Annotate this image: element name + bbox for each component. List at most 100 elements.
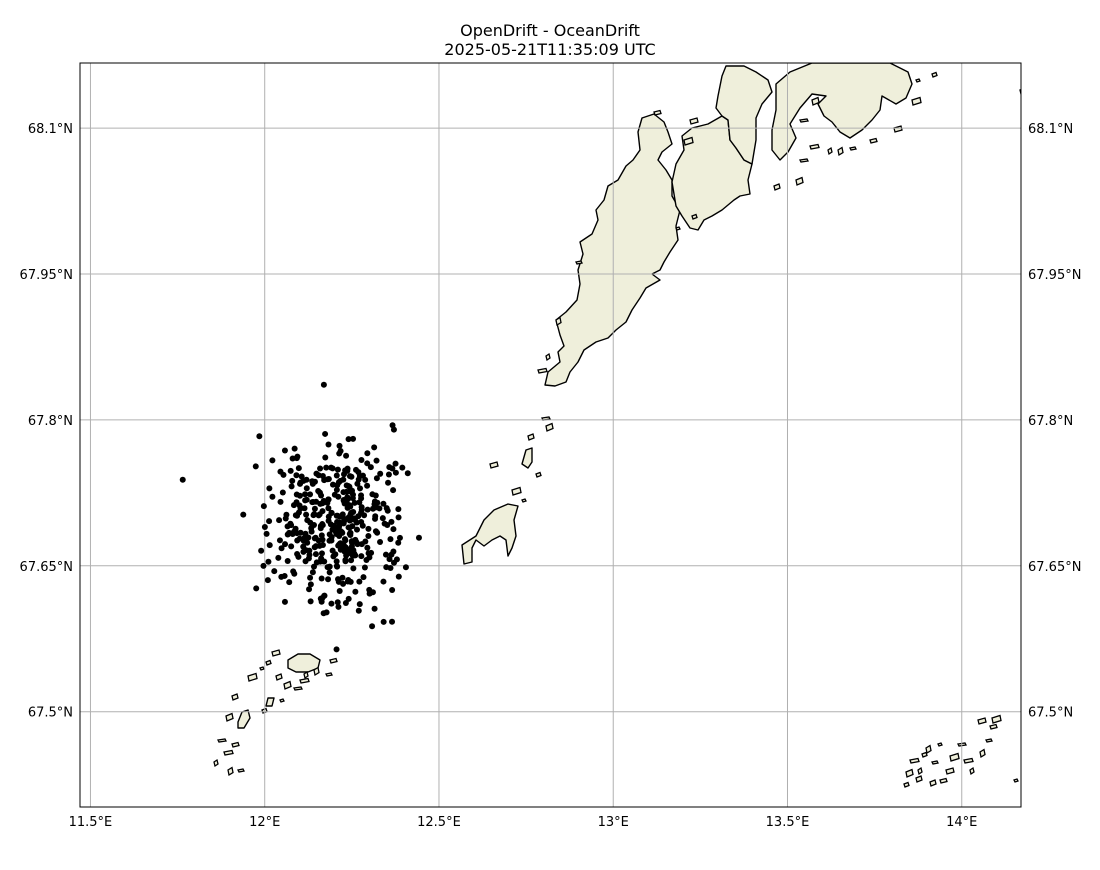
islet: [231, 741, 240, 748]
islet: [511, 486, 522, 496]
particle: [352, 466, 359, 473]
islet: [909, 757, 920, 764]
islet: [915, 78, 921, 83]
particle: [282, 515, 289, 522]
particle: [288, 543, 295, 550]
particle: [325, 496, 332, 503]
particle: [313, 470, 320, 477]
particle: [294, 453, 301, 460]
particle: [334, 563, 341, 570]
islet: [279, 698, 285, 703]
particle: [350, 435, 357, 442]
map-title: OpenDrift - OceanDrift: [460, 21, 640, 40]
land-layer: [237, 63, 913, 729]
islet: [921, 751, 928, 758]
particle: [326, 531, 333, 538]
particle: [356, 601, 363, 608]
particle: [275, 554, 282, 561]
particle: [295, 509, 302, 516]
particle: [335, 603, 342, 610]
lon-tick-label: 14°E: [946, 815, 977, 830]
particle: [395, 506, 402, 513]
particle: [365, 550, 372, 557]
particle: [309, 480, 316, 487]
particle: [308, 525, 315, 532]
particle: [284, 558, 291, 565]
islet: [689, 117, 699, 125]
islet: [979, 748, 986, 759]
particle: [309, 569, 316, 576]
islet: [537, 367, 548, 374]
islet: [799, 118, 809, 123]
particle: [351, 499, 358, 506]
islet: [893, 125, 903, 133]
particle: [307, 491, 314, 498]
particle: [343, 495, 350, 502]
particle: [377, 470, 384, 477]
particle: [386, 464, 393, 471]
particle: [385, 471, 392, 478]
particle: [344, 504, 351, 511]
particle: [286, 579, 293, 586]
lat-tick-label-left: 68.1°N: [28, 122, 73, 137]
particle: [321, 592, 328, 599]
particle: [315, 537, 322, 544]
particle: [266, 518, 273, 525]
particle: [372, 513, 379, 520]
islet: [575, 260, 583, 265]
particle: [340, 476, 347, 483]
particle: [297, 480, 304, 487]
particle: [266, 542, 273, 549]
particle: [371, 605, 378, 612]
particle: [307, 598, 314, 605]
particle: [335, 493, 342, 500]
islet: [293, 686, 303, 691]
particle: [319, 541, 326, 548]
particle: [381, 520, 388, 527]
particle: [290, 568, 297, 575]
islet: [795, 176, 804, 186]
particle: [348, 543, 355, 550]
particle: [296, 492, 303, 499]
islet: [773, 183, 781, 191]
particle: [293, 472, 300, 479]
particle: [277, 498, 284, 505]
particle: [265, 558, 272, 565]
particle: [348, 509, 355, 516]
islet: [225, 712, 234, 722]
particle: [311, 505, 318, 512]
particle: [269, 493, 276, 500]
particle: [318, 575, 325, 582]
particle: [317, 465, 324, 472]
islet: [247, 672, 258, 682]
islet: [985, 738, 993, 743]
particle: [260, 503, 267, 510]
particle: [336, 542, 343, 549]
islet: [849, 146, 857, 151]
particle: [276, 537, 283, 544]
particle: [365, 533, 372, 540]
particle: [278, 573, 285, 580]
particle: [358, 504, 365, 511]
particle: [306, 586, 313, 593]
particle: [334, 482, 341, 489]
particle: [287, 520, 294, 527]
particle: [392, 469, 399, 476]
islet: [915, 775, 923, 783]
particle: [404, 470, 411, 477]
particle: [395, 539, 402, 546]
particle: [358, 553, 365, 560]
islet: [313, 666, 320, 677]
particle: [348, 557, 355, 564]
particle: [366, 590, 373, 597]
islet: [691, 213, 698, 220]
islet: [837, 146, 844, 157]
particle: [358, 541, 365, 548]
islet: [545, 352, 551, 362]
particle: [389, 618, 396, 625]
islet: [653, 109, 662, 116]
particle: [380, 578, 387, 585]
islet: [911, 96, 922, 106]
particle: [358, 457, 365, 464]
